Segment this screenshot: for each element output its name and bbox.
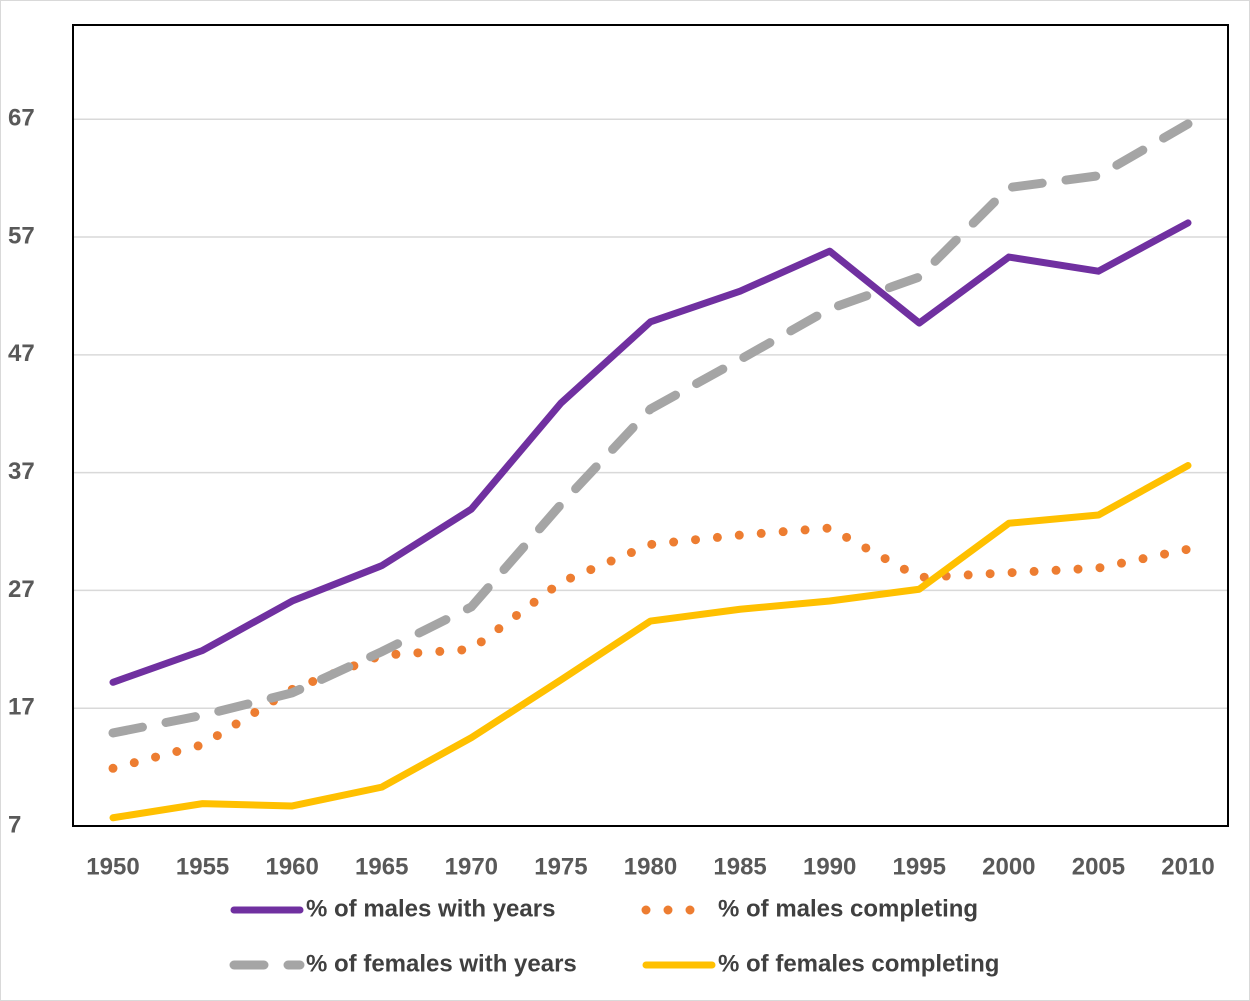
y-tick-label: 37 bbox=[8, 458, 35, 485]
x-tick-label: 1975 bbox=[534, 853, 587, 880]
series-line bbox=[109, 462, 1192, 822]
legend-label: % of females completing bbox=[718, 950, 999, 977]
x-tick-label: 1950 bbox=[86, 853, 139, 880]
y-tick-label: 57 bbox=[8, 222, 35, 249]
legend-label: % of males with years bbox=[306, 895, 555, 922]
x-tick-label: 1960 bbox=[265, 853, 318, 880]
x-tick-label: 2005 bbox=[1072, 853, 1125, 880]
x-tick-label: 2010 bbox=[1161, 853, 1214, 880]
series-line bbox=[109, 219, 1192, 686]
plot-frame bbox=[72, 24, 1229, 827]
x-tick-label: 2000 bbox=[982, 853, 1035, 880]
y-tick-label: 67 bbox=[8, 105, 35, 132]
x-tick-label: 1955 bbox=[176, 853, 229, 880]
x-tick-label: 1985 bbox=[713, 853, 766, 880]
x-tick-label: 1970 bbox=[445, 853, 498, 880]
y-tick-label: 47 bbox=[8, 340, 35, 367]
legend-label: % of females with years bbox=[306, 950, 577, 977]
series-line bbox=[108, 119, 1193, 738]
x-tick-label: 1980 bbox=[624, 853, 677, 880]
x-tick-label: 1965 bbox=[355, 853, 408, 880]
x-tick-label: 1995 bbox=[893, 853, 946, 880]
y-tick-label: 7 bbox=[8, 811, 21, 838]
y-tick-label: 17 bbox=[8, 694, 35, 721]
y-tick-label: 27 bbox=[8, 576, 35, 603]
legend-label: % of males completing bbox=[718, 895, 978, 922]
x-tick-label: 1990 bbox=[803, 853, 856, 880]
